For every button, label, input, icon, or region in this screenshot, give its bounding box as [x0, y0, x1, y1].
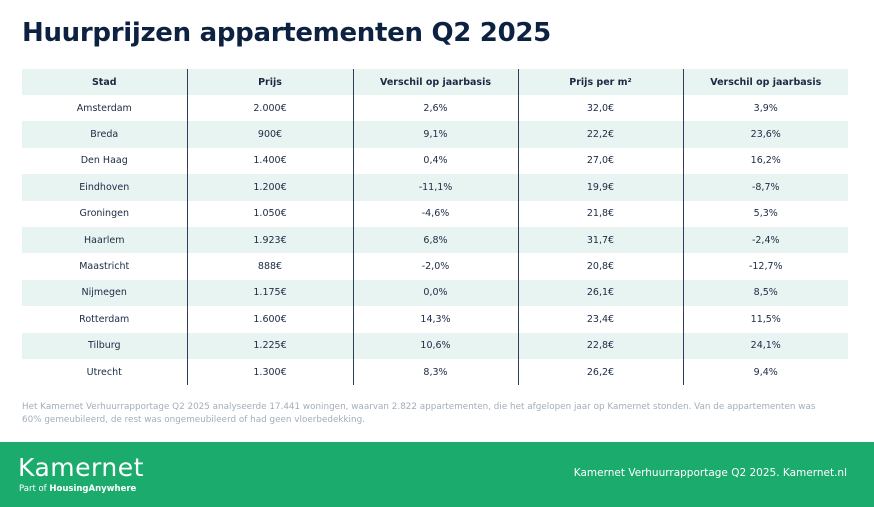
table-row: Utrecht 1.300€ 8,3% 26,2€ 9,4%: [22, 358, 848, 386]
cell-price-per-m2: 21,8€: [517, 200, 683, 227]
logo-subtitle: Part of HousingAnywhere: [19, 484, 136, 494]
cell-m2-change: 16,2%: [682, 147, 848, 175]
cell-price: 1.400€: [186, 147, 353, 175]
cell-m2-change: 9,4%: [682, 358, 848, 386]
cell-price-per-m2: 31,7€: [517, 226, 683, 254]
header-verschil-m2: Verschil op jaarbasis: [682, 69, 848, 95]
table-row: Breda 900€ 9,1% 22,2€ 23,6%: [22, 121, 848, 148]
cell-price-per-m2: 22,8€: [517, 332, 683, 359]
kamernet-logo: Kamernet: [18, 453, 144, 482]
logo-subtitle-prefix: Part of: [19, 484, 50, 494]
header-stad: Stad: [91, 76, 117, 88]
cell-city: Haarlem: [84, 234, 125, 246]
cell-city: Amsterdam: [76, 102, 132, 114]
table-body: Amsterdam 2.000€ 2,6% 32,0€ 3,9% Breda 900€ 9,1…: [22, 95, 848, 386]
cell-price-per-m2: 22,2€: [517, 121, 683, 148]
cell-city: Rotterdam: [79, 313, 130, 325]
cell-price: 1.923€: [186, 226, 353, 254]
table-row: Nijmegen 1.175€ 0,0% 26,1€ 8,5%: [22, 279, 848, 307]
footer-bar: Kamernet Part of HousingAnywhere Kamerne…: [0, 442, 874, 507]
cell-city: Den Haag: [80, 155, 128, 167]
cell-price-change: 9,1%: [352, 121, 518, 148]
page-title: Huurprijzen appartementen Q2 2025: [22, 18, 551, 48]
cell-price: 1.200€: [186, 174, 353, 201]
header-prijs: Prijs: [186, 69, 353, 95]
cell-city: Eindhoven: [79, 181, 130, 193]
header-verschil-prijs: Verschil op jaarbasis: [352, 69, 518, 95]
cell-price-per-m2: 23,4€: [517, 306, 683, 333]
cell-price-change: 0,0%: [352, 279, 518, 307]
rent-table-container: Stad Prijs Verschil op jaarbasis Prijs p…: [22, 69, 848, 386]
cell-price: 900€: [186, 121, 353, 148]
cell-m2-change: 11,5%: [682, 306, 848, 333]
cell-m2-change: 5,3%: [682, 200, 848, 227]
table-row: Groningen 1.050€ -4,6% 21,8€ 5,3%: [22, 200, 848, 227]
cell-price: 888€: [186, 253, 353, 280]
cell-price: 1.300€: [186, 358, 353, 386]
cell-m2-change: 23,6%: [682, 121, 848, 148]
cell-price: 1.175€: [186, 279, 353, 307]
cell-price-change: 14,3%: [352, 306, 518, 333]
cell-price-per-m2: 26,1€: [517, 279, 683, 307]
cell-price-per-m2: 26,2€: [517, 358, 683, 386]
cell-price: 1.225€: [186, 332, 353, 359]
cell-price: 1.600€: [186, 306, 353, 333]
cell-price-change: 8,3%: [352, 358, 518, 386]
cell-city: Utrecht: [86, 366, 122, 378]
methodology-note: Het Kamernet Verhuurrapportage Q2 2025 a…: [22, 402, 816, 425]
cell-price-change: -4,6%: [352, 200, 518, 227]
cell-price-change: 6,8%: [352, 226, 518, 254]
table-row: Den Haag 1.400€ 0,4% 27,0€ 16,2%: [22, 147, 848, 175]
cell-price-change: -11,1%: [352, 174, 518, 201]
cell-price-per-m2: 20,8€: [517, 253, 683, 280]
table-row: Haarlem 1.923€ 6,8% 31,7€ -2,4%: [22, 226, 848, 254]
logo-subtitle-brand: HousingAnywhere: [49, 484, 137, 494]
cell-m2-change: 8,5%: [682, 279, 848, 307]
table-row: Maastricht 888€ -2,0% 20,8€ -12,7%: [22, 253, 848, 280]
header-prijs-per-m2: Prijs per m²: [517, 69, 683, 95]
cell-city: Groningen: [79, 208, 129, 220]
rent-table: Stad Prijs Verschil op jaarbasis Prijs p…: [22, 69, 848, 386]
cell-m2-change: 3,9%: [682, 95, 848, 122]
table-header-row: Stad Prijs Verschil op jaarbasis Prijs p…: [22, 69, 848, 95]
cell-price-per-m2: 19,9€: [517, 174, 683, 201]
cell-price-change: 10,6%: [352, 332, 518, 359]
cell-city: Maastricht: [79, 261, 130, 273]
cell-price: 2.000€: [186, 95, 353, 122]
cell-m2-change: -12,7%: [682, 253, 848, 280]
cell-price-change: -2,0%: [352, 253, 518, 280]
cell-city: Breda: [90, 129, 119, 141]
cell-price-per-m2: 27,0€: [517, 147, 683, 175]
table-row: Eindhoven 1.200€ -11,1% 19,9€ -8,7%: [22, 174, 848, 201]
cell-price-change: 0,4%: [352, 147, 518, 175]
table-row: Tilburg 1.225€ 10,6% 22,8€ 24,1%: [22, 332, 848, 359]
cell-price: 1.050€: [186, 200, 353, 227]
cell-m2-change: -8,7%: [682, 174, 848, 201]
cell-m2-change: 24,1%: [682, 332, 848, 359]
cell-m2-change: -2,4%: [682, 226, 848, 254]
table-row: Amsterdam 2.000€ 2,6% 32,0€ 3,9%: [22, 95, 848, 122]
cell-price-change: 2,6%: [352, 95, 518, 122]
cell-city: Nijmegen: [81, 287, 127, 299]
footer-source: Kamernet Verhuurrapportage Q2 2025. Kame…: [573, 467, 847, 479]
cell-city: Tilburg: [87, 340, 121, 352]
table-row: Rotterdam 1.600€ 14,3% 23,4€ 11,5%: [22, 306, 848, 333]
cell-price-per-m2: 32,0€: [517, 95, 683, 122]
